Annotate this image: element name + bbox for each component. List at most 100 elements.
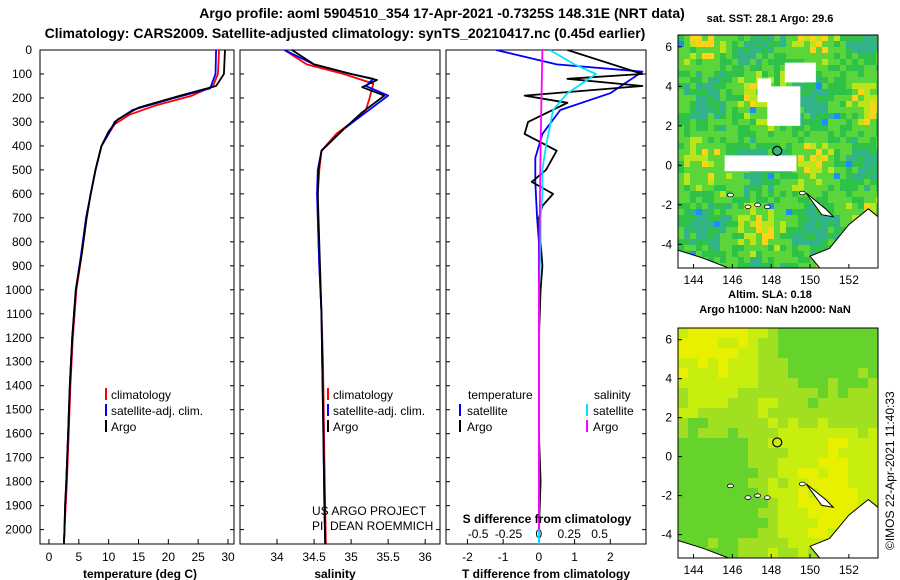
map-cell	[708, 215, 715, 222]
map-cell	[816, 245, 823, 252]
map-cell	[750, 59, 757, 66]
map-cell	[688, 368, 699, 379]
map-cell	[848, 348, 859, 359]
map-cell	[768, 179, 775, 186]
map-cell	[708, 508, 719, 519]
legend-label-satellite: satellite-adj. clim.	[333, 404, 425, 418]
map-cell	[834, 173, 841, 180]
map-cell	[708, 478, 719, 489]
map-cell	[846, 47, 853, 54]
map-cell	[864, 83, 871, 90]
map-cell	[758, 328, 769, 339]
map-cell	[798, 173, 805, 180]
map-cell	[728, 448, 739, 459]
map-cell	[864, 41, 871, 48]
map-cell	[756, 131, 763, 138]
map-cell	[720, 185, 727, 192]
map-cell	[792, 179, 799, 186]
map-cell	[678, 358, 689, 369]
map-cell	[738, 528, 749, 539]
map-cell	[870, 149, 877, 156]
map-cell	[780, 215, 787, 222]
map-cell	[744, 221, 751, 228]
map-cell	[834, 131, 841, 138]
map-cell	[792, 209, 799, 216]
map-cell	[858, 59, 865, 66]
map-cell	[762, 245, 769, 252]
map-cell	[732, 137, 739, 144]
map-cell	[788, 408, 799, 419]
map-cell	[822, 77, 829, 84]
map-cell	[684, 77, 691, 84]
difference-series-lines	[495, 50, 644, 544]
map-cell	[810, 83, 817, 90]
map-cell	[798, 358, 809, 369]
map-cell	[688, 328, 699, 339]
map-cell	[778, 468, 789, 479]
map-cell	[720, 155, 727, 162]
map-cell	[762, 209, 769, 216]
map-cell	[738, 149, 745, 156]
map-cell	[788, 338, 799, 349]
lat-tick-label: 6	[665, 333, 672, 347]
map-cell	[714, 83, 721, 90]
map-cell	[870, 179, 877, 186]
map-cell	[822, 137, 829, 144]
map-cell	[728, 528, 739, 539]
salinity-panel-frame	[239, 49, 441, 545]
map-cell	[808, 398, 819, 409]
map-cell	[838, 348, 849, 359]
map-cell	[732, 257, 739, 264]
map-cell	[738, 191, 745, 198]
map-cell	[768, 358, 779, 369]
map-cell	[744, 77, 751, 84]
map-cell	[768, 418, 779, 429]
map-cell	[696, 179, 703, 186]
map-cell	[684, 119, 691, 126]
map-cell	[840, 113, 847, 120]
map-cell	[738, 468, 749, 479]
map-cell	[738, 83, 745, 90]
map-cell	[768, 338, 779, 349]
map-cell	[768, 215, 775, 222]
map-cell	[788, 388, 799, 399]
map-cell	[804, 239, 811, 246]
map-cell	[720, 203, 727, 210]
map-cell	[816, 155, 823, 162]
x-tick-label: 15	[132, 550, 146, 564]
map-cell	[858, 388, 869, 399]
map-cell	[788, 438, 799, 449]
map-cell	[774, 131, 781, 138]
map-cell	[708, 328, 719, 339]
map-cell	[822, 185, 829, 192]
map-cell	[748, 358, 759, 369]
map-cell	[846, 161, 853, 168]
map-cell	[708, 428, 719, 439]
map-cell	[828, 448, 839, 459]
map-cell	[678, 167, 685, 174]
x-tick-label: 2	[607, 550, 614, 564]
temperature-panel-frame	[39, 49, 235, 545]
map-cell	[684, 83, 691, 90]
map-cell	[876, 41, 878, 48]
map-cell	[848, 478, 859, 489]
map-cell	[870, 77, 877, 84]
map-cell	[762, 239, 769, 246]
map-cell	[688, 348, 699, 359]
map-cell	[762, 47, 769, 54]
map-cell	[868, 378, 878, 389]
map-cell	[756, 113, 763, 120]
map-cell	[762, 119, 769, 126]
map-cell	[708, 257, 715, 264]
map-cell	[678, 408, 689, 419]
map-cell	[804, 155, 811, 162]
map-cell	[714, 65, 721, 72]
map-cell	[818, 508, 829, 519]
map-cell	[846, 149, 853, 156]
map-cell	[698, 458, 709, 469]
map-cell	[848, 498, 859, 509]
map-cell	[708, 59, 715, 66]
map-cell	[792, 53, 799, 60]
map-cell	[828, 107, 835, 114]
map-cell	[702, 137, 709, 144]
